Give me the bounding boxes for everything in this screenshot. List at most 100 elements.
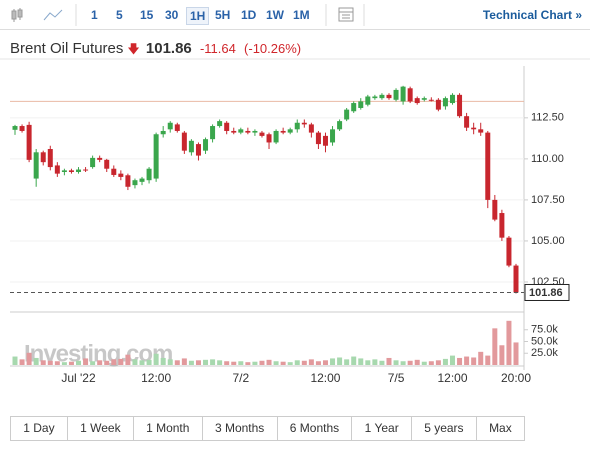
candle-body (224, 122, 230, 131)
volume-bar (492, 328, 498, 365)
candle-body (160, 130, 166, 135)
candle-body (372, 96, 378, 99)
change: -11.64 (199, 41, 236, 56)
candle-body (195, 144, 201, 156)
volume-bar (407, 360, 413, 365)
candle-body (174, 124, 180, 131)
volume-bar (322, 360, 328, 365)
candle-body (104, 159, 110, 169)
candle-body (386, 94, 392, 99)
range-button[interactable]: 1 Month (132, 417, 202, 440)
candle-body (146, 168, 152, 181)
candle-body (266, 134, 272, 143)
candle-body (344, 109, 350, 120)
volume-bar (442, 358, 448, 365)
candle-body (111, 168, 117, 175)
down-arrow: 🡇 (127, 42, 140, 56)
volume-bar (54, 361, 60, 365)
candle-body (153, 134, 159, 179)
volume-bar (238, 361, 244, 365)
volume-bar (90, 361, 96, 365)
volume-tick-label: 75.0k (531, 324, 558, 336)
interval-button[interactable]: 15 (140, 8, 154, 22)
volume-bar (301, 360, 307, 365)
range-button[interactable]: 1 Day (23, 421, 55, 435)
candle-body (400, 86, 406, 102)
candle-body (435, 99, 441, 110)
interval-button[interactable]: 30 (165, 8, 179, 22)
candle-body (118, 173, 124, 177)
candle-body (301, 122, 307, 125)
interval-button[interactable]: 1W (266, 8, 284, 22)
candle-body (513, 265, 519, 293)
candle-body (294, 122, 300, 130)
range-buttons: 1 Day 1 Week 1 Month 3 Months 6 Months 1… (10, 416, 525, 441)
y-tick-label: 110.00 (531, 153, 564, 165)
candle-body (379, 94, 385, 99)
candle-body (76, 169, 82, 172)
candle-body (259, 132, 265, 136)
candle-body (414, 98, 420, 104)
interval-button[interactable]: 5H (215, 8, 231, 22)
volume-bar (428, 361, 434, 365)
candle-body (280, 130, 286, 133)
interval-button[interactable]: 5 (116, 8, 123, 22)
volume-bar (435, 360, 441, 365)
candle-body (26, 124, 32, 160)
candle-body (231, 130, 237, 133)
interval-button[interactable]: 1M (293, 8, 310, 22)
volume-bar (414, 359, 420, 365)
candle-body (245, 130, 251, 133)
candle-body (68, 170, 74, 172)
candle-body (287, 129, 293, 133)
volume-bar (252, 361, 258, 365)
candle-body (33, 152, 39, 179)
range-button[interactable]: 1 Year (351, 417, 411, 440)
candle-body (358, 101, 364, 108)
candle-body (97, 157, 103, 160)
interval-button[interactable]: 1 (91, 8, 98, 22)
x-tick-label: 12:00 (141, 371, 171, 385)
volume-bar (273, 361, 279, 365)
range-button[interactable]: 5 years (410, 417, 476, 440)
candle-body (478, 129, 484, 133)
change-percent: (-10.26%) (244, 41, 302, 56)
candle-body (471, 127, 477, 130)
volume-bar (351, 356, 357, 365)
volume-bar (68, 361, 74, 365)
interval-button[interactable]: 1H (186, 7, 210, 25)
candle-body (47, 149, 53, 168)
volume-bar (217, 360, 223, 365)
range-button[interactable]: 1 Week (66, 417, 133, 440)
volume-bar (19, 359, 25, 365)
volume-bar (330, 358, 336, 365)
volume-bar (12, 356, 18, 365)
volume-bar (485, 355, 491, 365)
candle-body (351, 103, 357, 112)
range-button[interactable]: 3 Months (201, 417, 277, 440)
volume-bar (153, 353, 159, 365)
volume-bar (33, 357, 39, 365)
last-price-tag (524, 283, 570, 301)
range-button[interactable]: 6 Months (276, 417, 352, 440)
instrument-name: Brent Oil Futures (10, 40, 124, 57)
interval-button[interactable]: 1D (241, 8, 257, 22)
candle-body (188, 140, 194, 153)
technical-chart-link[interactable]: Technical Chart » (482, 8, 582, 22)
candle-body (132, 180, 138, 186)
volume-bar (365, 360, 371, 365)
toolbar: 1 5 15 30 1H 5H 1D 1W 1M Technical Chart… (0, 0, 590, 30)
range-button[interactable]: Max (475, 417, 524, 440)
volume-bar (61, 362, 67, 365)
grid (10, 117, 524, 283)
volume-bar (188, 360, 194, 365)
x-tick-label: Jul '22 (61, 371, 96, 385)
volume-bar (421, 361, 427, 365)
volume-bar (499, 345, 505, 365)
candle-body (90, 157, 96, 168)
volume-bar (457, 357, 463, 365)
volume-bar (287, 362, 293, 365)
candle-body (12, 126, 18, 130)
candle-body (167, 122, 173, 130)
